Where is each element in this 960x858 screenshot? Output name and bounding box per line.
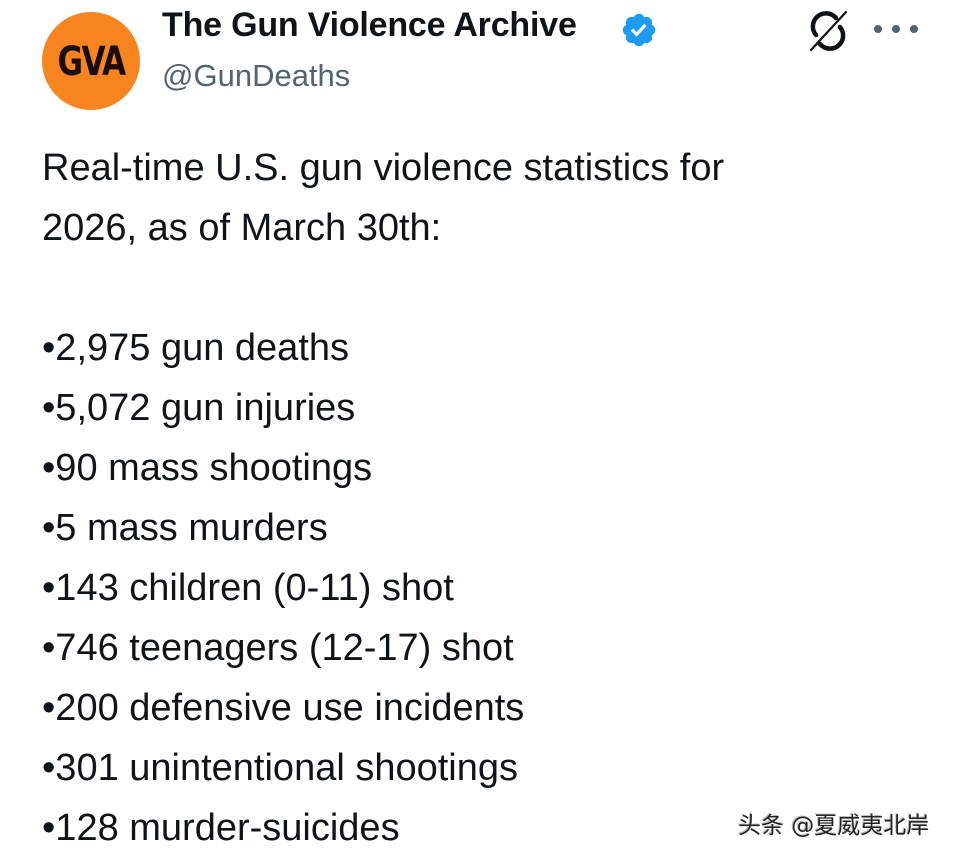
dot <box>874 25 882 33</box>
grok-icon[interactable] <box>805 8 851 54</box>
stat-murder-suicides: •128 murder-suicides <box>42 807 400 849</box>
stat-gun-deaths: •2,975 gun deaths <box>42 327 350 369</box>
blank-line <box>42 258 922 318</box>
account-handle[interactable]: @GunDeaths <box>162 58 351 93</box>
stat-teenagers-shot: •746 teenagers (12-17) shot <box>42 627 514 669</box>
tweet-body: Real-time U.S. gun violence statistics f… <box>42 138 922 858</box>
tweet-intro: Real-time U.S. gun violence statistics f… <box>42 147 725 249</box>
more-options-icon[interactable] <box>874 18 918 40</box>
stat-defensive-use: •200 defensive use incidents <box>42 687 525 729</box>
avatar-logo-text: GVA <box>57 39 126 85</box>
stat-children-shot: •143 children (0-11) shot <box>42 567 454 609</box>
stat-mass-murders: •5 mass murders <box>42 507 328 549</box>
display-name[interactable]: The Gun Violence Archive <box>162 6 577 44</box>
stat-unintentional-shootings: •301 unintentional shootings <box>42 747 519 789</box>
dot <box>910 25 918 33</box>
stat-list: •2,975 gun deaths •5,072 gun injuries •9… <box>42 318 922 858</box>
stat-mass-shootings: •90 mass shootings <box>42 447 373 489</box>
dot <box>892 25 900 33</box>
verified-badge-icon <box>622 13 656 47</box>
watermark: 头条 @夏威夷北岸 <box>738 813 930 839</box>
stat-gun-injuries: •5,072 gun injuries <box>42 387 356 429</box>
avatar[interactable]: GVA <box>42 12 140 110</box>
